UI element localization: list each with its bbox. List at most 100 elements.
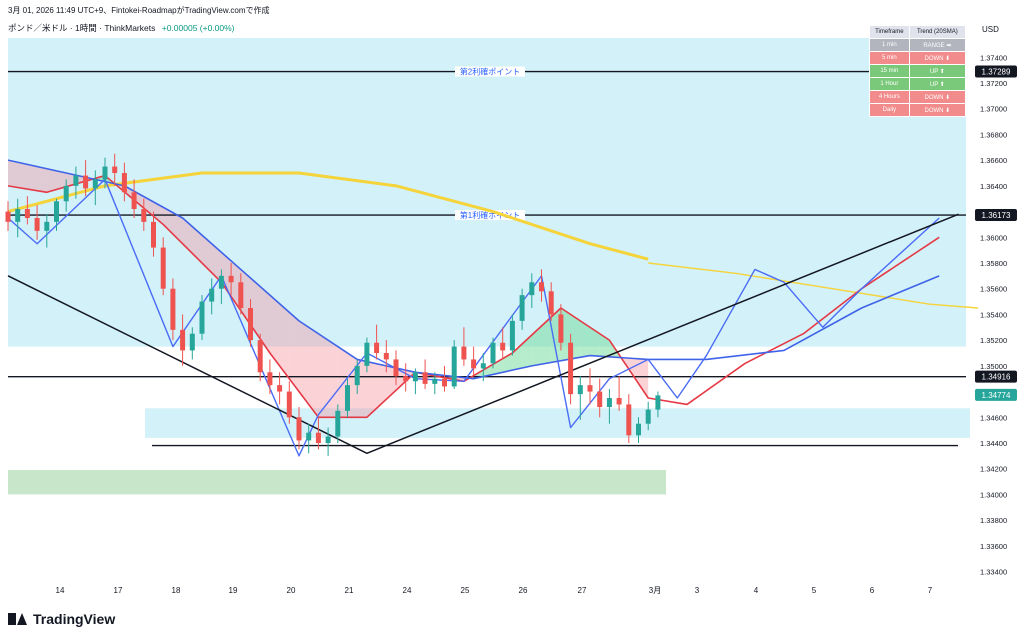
- ma-fill-segment: [153, 201, 164, 225]
- candle-body: [597, 391, 603, 407]
- price-badge-bg: [975, 209, 1017, 222]
- candle-body: [519, 295, 525, 321]
- ma-fill-segment: [269, 295, 280, 366]
- candle-body: [5, 211, 11, 222]
- trend-row-4hours: 4 Hours DOWN ⬇: [869, 90, 967, 104]
- candle-body: [131, 192, 137, 209]
- ma-fill-segment: [590, 327, 600, 357]
- trend-value: RANGE ➡: [908, 38, 967, 52]
- candle-body: [364, 342, 370, 366]
- candle: [393, 350, 399, 386]
- price-tick-label: 1.35200: [980, 336, 1007, 345]
- candle-body: [170, 288, 176, 330]
- candle: [509, 314, 515, 356]
- ma-fill-segment: [56, 170, 67, 190]
- ma-fill-segment: [182, 218, 193, 254]
- price-badge-bg: [975, 65, 1017, 78]
- candle-body: [568, 342, 574, 395]
- candle-body: [315, 432, 321, 443]
- time-axis: 14 17 18 19 20 21 24 25 26 27 3月 3 4 5 6 7: [56, 586, 933, 595]
- candle-body: [577, 385, 583, 395]
- price-tick-label: 1.35800: [980, 259, 1007, 268]
- price-axis: USD 1.37400 1.37200 1.37000 1.36800 1.36600 1.…: [980, 25, 1007, 577]
- ma-fill-segment: [308, 327, 319, 418]
- trend-table: Timeframe Trend (20SMA) 1 min RANGE ➡ 5 …: [869, 25, 967, 117]
- candle-body: [500, 342, 506, 351]
- time-tick-label: 14: [56, 586, 65, 595]
- candle: [5, 201, 11, 231]
- price-tick-label: 1.37000: [980, 105, 1007, 114]
- candle: [539, 269, 544, 302]
- candle: [422, 359, 428, 389]
- candle-body: [121, 173, 127, 193]
- candle: [189, 327, 195, 360]
- candle-body: [73, 175, 79, 186]
- candle: [325, 427, 331, 456]
- candle: [306, 423, 312, 454]
- candle-body: [218, 275, 224, 289]
- candle-body: [151, 221, 156, 248]
- ma-fill-segment: [512, 344, 523, 371]
- tradingview-logo[interactable]: TradingView: [8, 611, 115, 627]
- candle: [597, 378, 603, 418]
- price-badge-label: 1.37289: [982, 68, 1011, 77]
- trend-timeframe: 5 min: [869, 51, 910, 65]
- candle: [277, 372, 283, 405]
- horizontal-line-label: 第1利確ポイント: [460, 210, 520, 220]
- candle-body: [606, 398, 612, 407]
- candle-body: [626, 404, 632, 436]
- symbol-info[interactable]: ポンド／米ドル · 1時間 · ThinkMarkets +0.00005 (+…: [8, 22, 235, 34]
- candle-body: [432, 378, 438, 384]
- candle-body: [490, 342, 496, 364]
- candle: [238, 273, 244, 315]
- price-tick-label: 1.36400: [980, 182, 1007, 191]
- candle-body: [616, 398, 622, 405]
- candle: [500, 327, 506, 360]
- candle-body: [374, 342, 380, 353]
- price-tick-label: 1.37200: [980, 79, 1007, 88]
- candle: [616, 376, 622, 411]
- price-tick-label: 1.34600: [980, 413, 1007, 422]
- time-tick-label: 19: [229, 586, 238, 595]
- candle: [112, 153, 118, 186]
- time-tick-label: 25: [461, 586, 470, 595]
- candle: [92, 170, 98, 206]
- ma-fill-segment: [27, 164, 38, 191]
- candle-body: [92, 179, 98, 189]
- candle: [587, 368, 593, 405]
- candle: [248, 299, 253, 347]
- horizontal-line-label-bg: [455, 210, 525, 221]
- candle-body: [296, 417, 302, 441]
- trend-row-5min: 5 min DOWN ⬇: [869, 51, 967, 65]
- candle: [170, 278, 176, 341]
- candle-body: [34, 218, 40, 231]
- price-tick-label: 1.35400: [980, 310, 1007, 319]
- candle: [15, 198, 21, 238]
- price-badge: 1.34774: [975, 388, 1017, 401]
- trend-value: UP ⬆: [908, 77, 967, 91]
- candle: [606, 389, 612, 424]
- series-line-0: [7, 171, 649, 261]
- candle: [335, 404, 341, 443]
- candle: [131, 179, 137, 218]
- candle-body: [558, 314, 564, 343]
- candle-body: [15, 209, 21, 222]
- candle-body: [180, 329, 186, 351]
- ma-fill-segment: [366, 361, 377, 418]
- candle-body: [277, 385, 283, 392]
- candle-body: [83, 175, 89, 189]
- candle: [364, 337, 370, 373]
- candle: [218, 269, 224, 305]
- time-tick-label: 27: [578, 586, 587, 595]
- candle: [345, 378, 350, 418]
- candle: [490, 337, 496, 369]
- candle-body: [335, 410, 341, 437]
- ma-fill-segment: [37, 166, 47, 193]
- time-tick-label: 4: [754, 586, 759, 595]
- trend-value: DOWN ⬇: [908, 90, 967, 104]
- candle: [151, 211, 156, 257]
- price-tick-label: 1.34400: [980, 439, 1007, 448]
- candle-body: [471, 359, 477, 369]
- candle-body: [306, 432, 312, 441]
